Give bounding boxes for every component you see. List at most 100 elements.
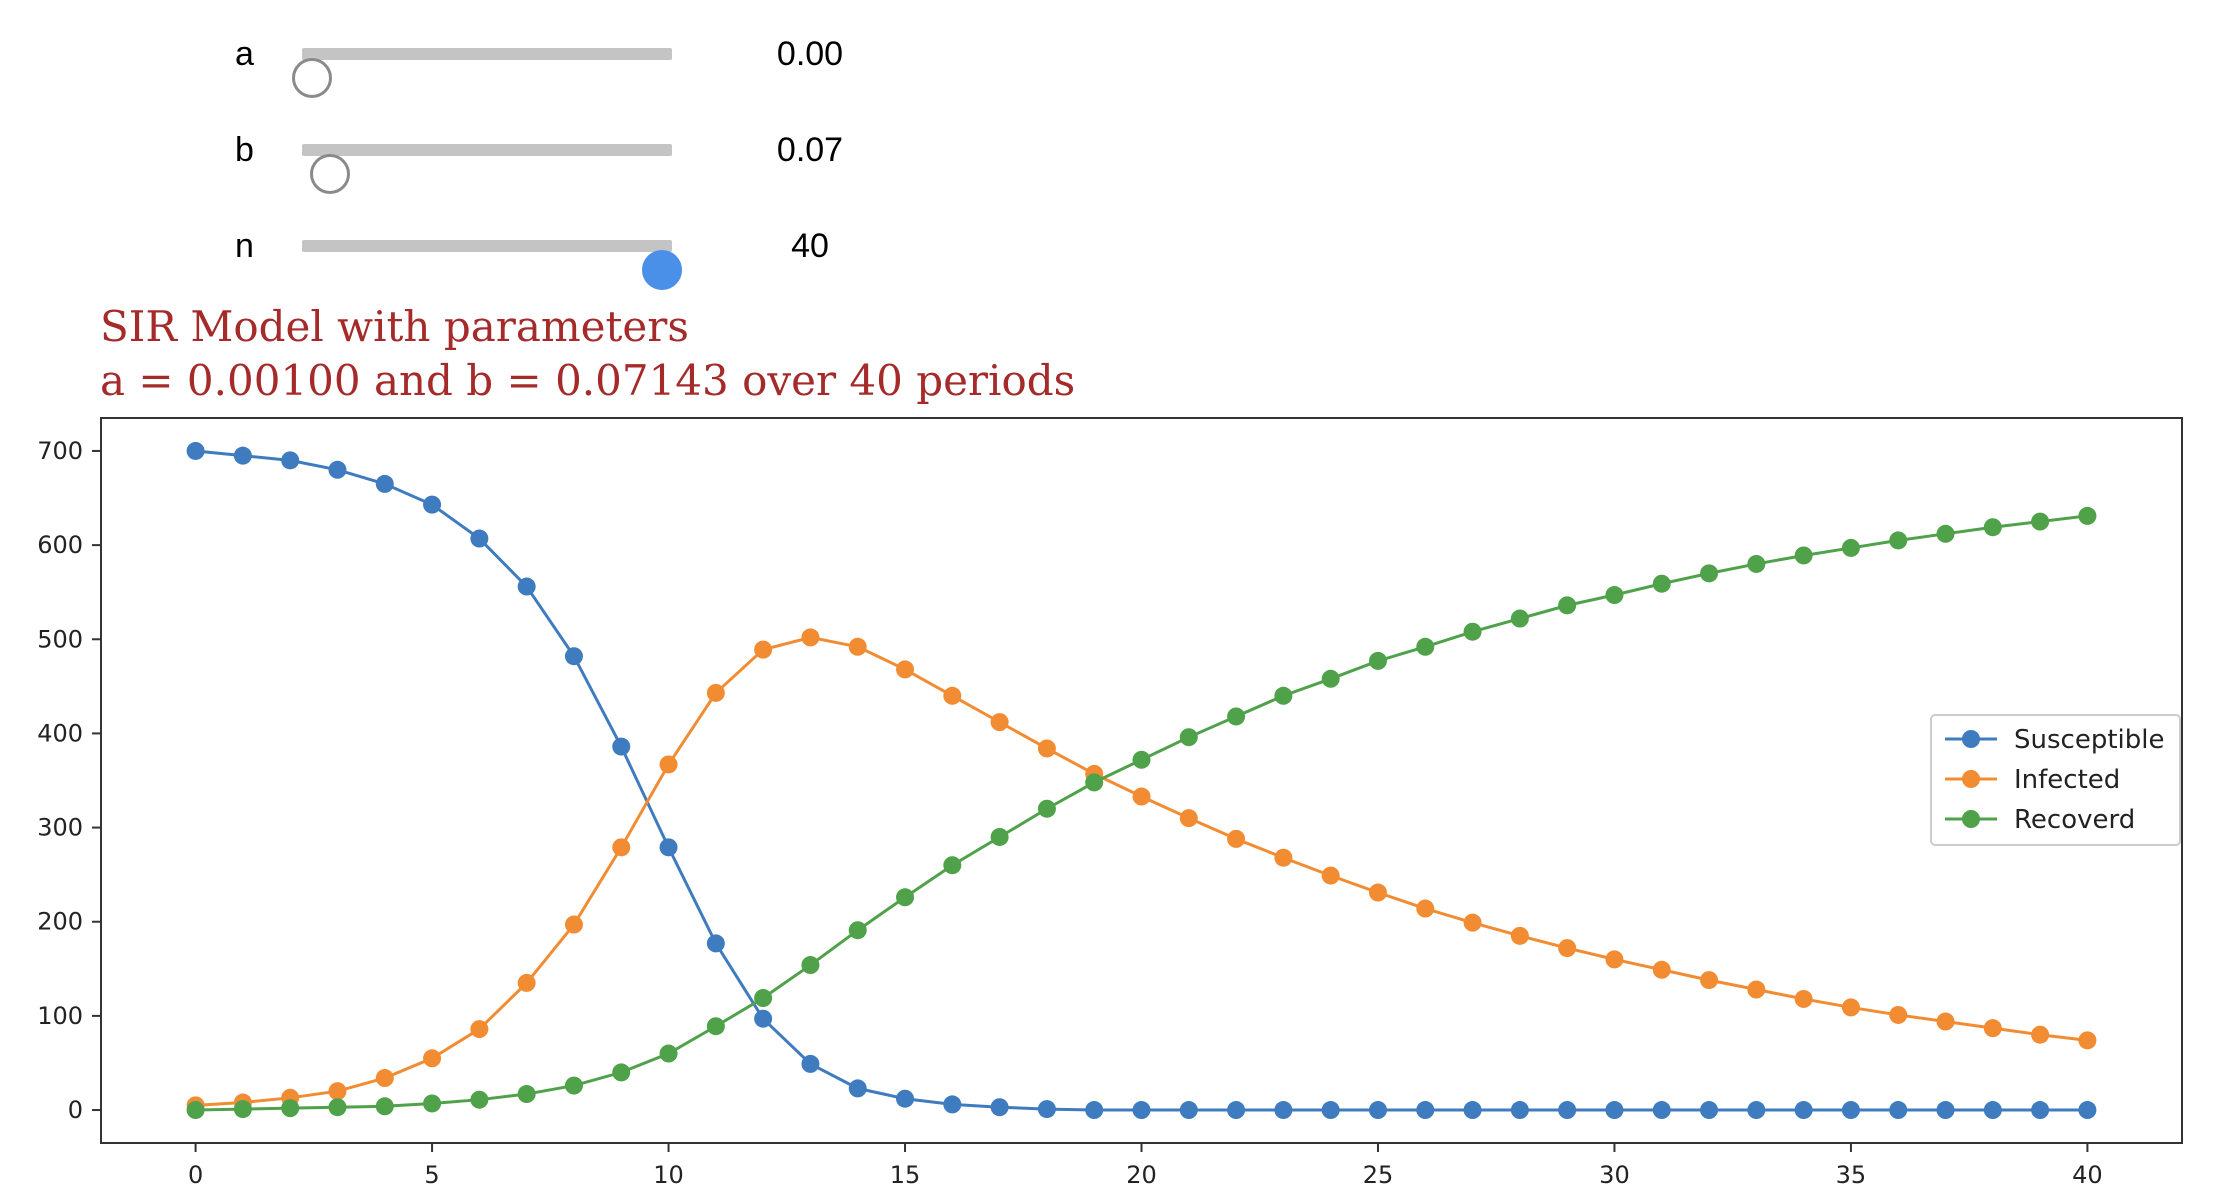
slider-track-n[interactable] — [302, 240, 682, 290]
y-tick-label: 400 — [37, 719, 83, 747]
data-point-recoverd — [1700, 564, 1719, 583]
x-tick-label: 5 — [424, 1161, 439, 1189]
data-point-recoverd — [470, 1090, 489, 1109]
slider-track-a[interactable] — [292, 48, 672, 98]
data-point-recoverd — [1889, 531, 1908, 550]
data-point-susceptible — [1463, 1101, 1482, 1120]
data-point-infected — [375, 1069, 394, 1088]
data-point-infected — [1841, 998, 1860, 1017]
y-tick-label: 200 — [37, 908, 83, 936]
slider-value-b[interactable]: 0.07 — [776, 131, 844, 169]
data-point-recoverd — [1085, 773, 1104, 792]
data-point-infected — [1132, 787, 1151, 806]
data-point-infected — [659, 755, 678, 774]
data-point-susceptible — [612, 737, 631, 756]
data-point-susceptible — [1274, 1101, 1293, 1120]
data-point-susceptible — [1841, 1101, 1860, 1120]
data-point-recoverd — [1132, 750, 1151, 769]
data-point-susceptible — [706, 934, 725, 953]
x-tick-label: 20 — [1126, 1161, 1157, 1189]
data-point-infected — [1889, 1005, 1908, 1024]
y-tick-label: 0 — [68, 1096, 83, 1124]
data-point-recoverd — [1037, 799, 1056, 818]
slider-track-b[interactable] — [302, 144, 672, 194]
data-point-infected — [943, 686, 962, 705]
data-point-recoverd — [1794, 546, 1813, 565]
x-tick-label: 35 — [1836, 1161, 1867, 1189]
data-point-susceptible — [1747, 1101, 1766, 1120]
data-point-recoverd — [1463, 622, 1482, 641]
data-point-susceptible — [1652, 1101, 1671, 1120]
plot-frame — [100, 417, 2183, 1144]
slider-value-a[interactable]: 0.00 — [776, 35, 844, 73]
slider-label-a: a — [235, 35, 254, 73]
data-point-recoverd — [1368, 651, 1387, 670]
slider-handle-b[interactable] — [309, 154, 350, 194]
data-point-susceptible — [1983, 1101, 2002, 1120]
data-point-susceptible — [659, 838, 678, 857]
x-tick-label: 40 — [2072, 1161, 2103, 1189]
data-point-infected — [1652, 960, 1671, 979]
data-point-infected — [896, 660, 915, 679]
y-tick-label: 300 — [37, 814, 83, 842]
slider-row-a: a 0.00 — [0, 24, 900, 98]
data-point-recoverd — [423, 1094, 442, 1113]
data-point-susceptible — [990, 1098, 1009, 1117]
x-tick-label: 15 — [890, 1161, 921, 1189]
slider-value-n[interactable]: 40 — [791, 227, 829, 265]
x-tick-label: 30 — [1599, 1161, 1630, 1189]
data-point-recoverd — [328, 1098, 347, 1117]
y-tick-label: 100 — [37, 1002, 83, 1030]
legend-label-recoverd: Recoverd — [2014, 805, 2135, 835]
data-point-susceptible — [470, 529, 489, 548]
slider-handle-a[interactable] — [292, 58, 332, 98]
slider-handle-n[interactable] — [642, 250, 682, 290]
data-point-recoverd — [1747, 554, 1766, 573]
data-point-susceptible — [1558, 1101, 1577, 1120]
data-point-recoverd — [1841, 538, 1860, 557]
data-point-recoverd — [848, 921, 867, 940]
data-point-recoverd — [1416, 637, 1435, 656]
y-tick-label: 700 — [37, 437, 83, 465]
data-point-infected — [1416, 899, 1435, 918]
data-point-recoverd — [754, 989, 773, 1007]
data-point-recoverd — [517, 1085, 536, 1104]
data-point-recoverd — [186, 1101, 205, 1120]
data-point-infected — [1605, 950, 1624, 969]
data-point-susceptible — [423, 495, 442, 514]
data-point-susceptible — [1368, 1101, 1387, 1120]
chart-title-line-2: a = 0.00100 and b = 0.07143 over 40 peri… — [100, 356, 1076, 405]
slider-row-n: n 40 — [0, 216, 900, 290]
data-point-recoverd — [1510, 609, 1529, 628]
data-point-susceptible — [2031, 1101, 2050, 1120]
data-point-infected — [1700, 971, 1719, 990]
data-point-infected — [1747, 980, 1766, 999]
data-point-recoverd — [706, 1017, 725, 1036]
data-point-infected — [2078, 1031, 2097, 1050]
slider-label-b: b — [235, 131, 254, 169]
legend-marker-recoverd — [1962, 810, 1980, 828]
data-point-susceptible — [801, 1054, 820, 1073]
data-point-infected — [1983, 1019, 2002, 1038]
data-point-infected — [1794, 989, 1813, 1008]
data-point-recoverd — [281, 1099, 300, 1118]
data-point-infected — [423, 1049, 442, 1068]
data-point-susceptible — [375, 474, 394, 493]
data-point-infected — [1368, 883, 1387, 902]
data-point-infected — [328, 1082, 347, 1101]
y-tick-label: 600 — [37, 531, 83, 559]
chart-title-line-1: SIR Model with parameters — [100, 302, 689, 351]
data-point-infected — [754, 640, 773, 659]
data-point-recoverd — [564, 1076, 583, 1095]
data-point-infected — [1463, 913, 1482, 932]
chart-title: SIR Model with parameters a = 0.00100 an… — [100, 300, 1075, 408]
data-point-susceptible — [754, 1009, 773, 1028]
data-point-recoverd — [896, 888, 915, 907]
data-point-susceptible — [1936, 1101, 1955, 1120]
data-point-susceptible — [186, 441, 205, 460]
data-point-infected — [564, 915, 583, 934]
x-tick-label: 0 — [188, 1161, 203, 1189]
data-point-recoverd — [801, 956, 820, 975]
data-point-susceptible — [328, 460, 347, 479]
